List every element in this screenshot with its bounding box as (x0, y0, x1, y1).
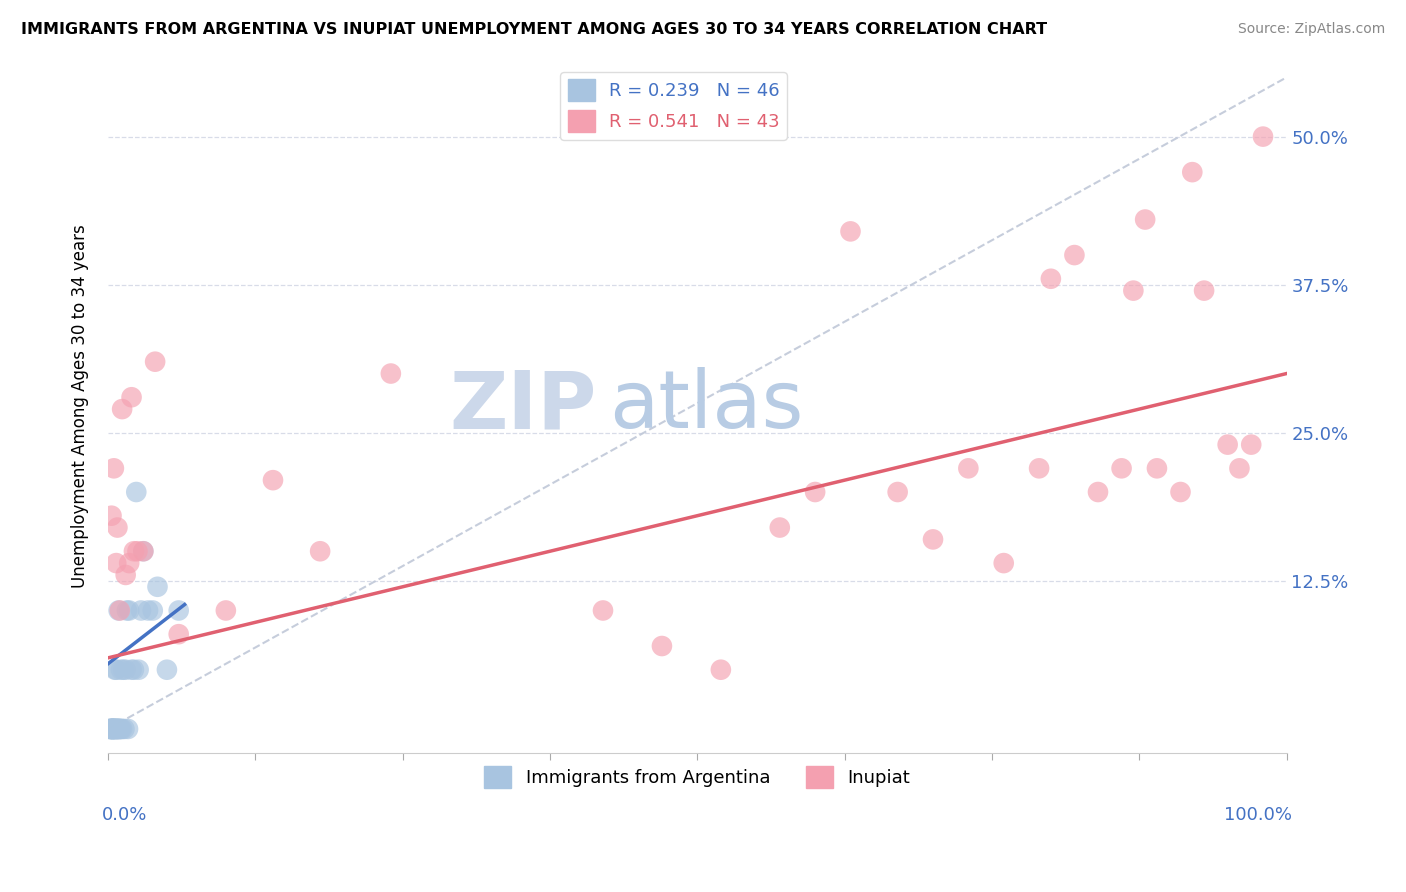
Point (101, 722, 124, 736)
Point (128, 663, 150, 677)
Point (1028, 461, 1050, 475)
Point (1229, 461, 1251, 475)
Point (143, 354, 166, 368)
Point (98, 722, 121, 736)
Point (103, 722, 125, 736)
Point (993, 556, 1015, 570)
Point (1146, 461, 1168, 475)
Point (101, 722, 124, 736)
Point (111, 722, 134, 736)
Text: 0.0%: 0.0% (103, 806, 148, 824)
Point (156, 663, 179, 677)
Point (1063, 248, 1085, 262)
Point (107, 722, 129, 736)
Point (215, 603, 238, 617)
Point (115, 603, 138, 617)
Point (107, 722, 129, 736)
Point (104, 722, 127, 736)
Point (104, 722, 127, 736)
Point (1181, 165, 1204, 179)
Point (108, 722, 131, 736)
Text: 100.0%: 100.0% (1225, 806, 1292, 824)
Point (1240, 437, 1263, 451)
Point (103, 722, 125, 736)
Point (127, 544, 149, 558)
Point (108, 603, 131, 617)
Point (1111, 461, 1133, 475)
Point (129, 603, 152, 617)
Point (118, 603, 141, 617)
Point (167, 627, 190, 641)
Point (957, 461, 980, 475)
Point (121, 390, 143, 404)
Point (136, 603, 159, 617)
Point (132, 544, 155, 558)
Point (309, 544, 332, 558)
Text: atlas: atlas (609, 368, 803, 445)
Point (1133, 212, 1156, 227)
Point (1087, 485, 1109, 500)
Point (922, 533, 945, 547)
Point (146, 580, 169, 594)
Point (262, 473, 284, 487)
Point (107, 722, 129, 736)
Point (105, 556, 128, 570)
Point (103, 461, 125, 475)
Point (114, 568, 136, 582)
Point (107, 603, 129, 617)
Point (1170, 485, 1192, 500)
Point (804, 485, 827, 500)
Point (100, 722, 122, 736)
Point (112, 663, 135, 677)
Point (118, 556, 141, 570)
Point (110, 663, 132, 677)
Point (710, 663, 733, 677)
Text: ZIP: ZIP (450, 368, 598, 445)
Point (121, 663, 143, 677)
Point (769, 520, 792, 534)
Point (105, 722, 128, 736)
Point (1039, 272, 1062, 286)
Point (100, 722, 122, 736)
Point (167, 603, 190, 617)
Point (122, 544, 145, 558)
Point (122, 663, 145, 677)
Point (592, 603, 614, 617)
Point (114, 663, 136, 677)
Point (108, 722, 131, 736)
Point (1251, 129, 1274, 144)
Point (117, 722, 139, 736)
Point (839, 224, 862, 238)
Point (1192, 284, 1215, 298)
Point (380, 367, 402, 381)
Point (98, 722, 121, 736)
Point (114, 722, 136, 736)
Point (886, 485, 908, 500)
Point (105, 663, 128, 677)
Point (98, 722, 121, 736)
Point (132, 544, 155, 558)
Point (111, 402, 134, 417)
Point (110, 722, 132, 736)
Point (107, 722, 129, 736)
Point (103, 722, 125, 736)
Point (103, 722, 125, 736)
Point (1216, 437, 1239, 451)
Point (104, 663, 127, 677)
Text: Source: ZipAtlas.com: Source: ZipAtlas.com (1237, 22, 1385, 37)
Point (1122, 284, 1144, 298)
Y-axis label: Unemployment Among Ages 30 to 34 years: Unemployment Among Ages 30 to 34 years (72, 224, 89, 588)
Point (100, 722, 122, 736)
Point (101, 722, 124, 736)
Point (105, 722, 128, 736)
Point (651, 639, 673, 653)
Point (125, 485, 148, 500)
Point (142, 603, 165, 617)
Point (107, 520, 129, 534)
Text: IMMIGRANTS FROM ARGENTINA VS INUPIAT UNEMPLOYMENT AMONG AGES 30 TO 34 YEARS CORR: IMMIGRANTS FROM ARGENTINA VS INUPIAT UNE… (21, 22, 1047, 37)
Legend: Immigrants from Argentina, Inupiat: Immigrants from Argentina, Inupiat (477, 759, 918, 796)
Point (100, 508, 122, 523)
